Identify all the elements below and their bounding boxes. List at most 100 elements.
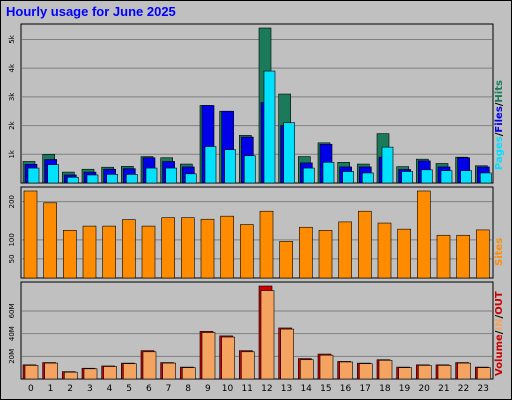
bar-sites xyxy=(476,229,490,279)
bar-pages xyxy=(283,122,295,184)
bar-in xyxy=(378,359,393,380)
y-tick-label: 100 xyxy=(8,233,16,246)
bar-pages xyxy=(27,167,40,184)
side-label-part: IN xyxy=(494,318,505,330)
y-tick-label: 5k xyxy=(8,34,16,43)
bar-in xyxy=(64,371,78,380)
x-tick-label: 0 xyxy=(28,384,34,394)
y-tick-label: 3k xyxy=(8,92,16,101)
bar-in xyxy=(83,368,98,380)
bar-sites xyxy=(220,215,234,279)
y-tick-label: 60M xyxy=(8,303,16,318)
x-tick-label: 22 xyxy=(458,384,469,394)
x-tick-label: 6 xyxy=(146,384,152,394)
x-tick-label: 5 xyxy=(126,384,132,394)
x-tick-label: 4 xyxy=(107,384,113,394)
side-label-part: Volume xyxy=(494,334,505,376)
bar-in xyxy=(339,361,353,380)
x-tick-label: 3 xyxy=(87,384,93,394)
bar-sites xyxy=(397,228,411,279)
x-tick-label: 2 xyxy=(67,384,73,394)
y-tick-label: 200 xyxy=(8,195,16,208)
x-tick-label: 9 xyxy=(205,384,211,394)
y-tick-label: 4k xyxy=(8,63,16,72)
side-label-part: Sites xyxy=(494,238,505,266)
x-tick-label: 16 xyxy=(340,384,352,394)
x-tick-label: 18 xyxy=(379,384,391,394)
bar-in xyxy=(260,290,275,380)
bar-sites xyxy=(23,190,38,279)
x-tick-label: 10 xyxy=(222,384,234,394)
bar-in xyxy=(201,332,216,380)
x-tick-label: 12 xyxy=(261,384,272,394)
bar-pages xyxy=(47,164,59,184)
side-label-bottom: Volume/IN/OUT xyxy=(494,291,505,376)
y-tick-label: 20M xyxy=(8,349,16,364)
bar-pages xyxy=(185,173,197,184)
bar-in xyxy=(142,351,157,380)
bar-pages xyxy=(67,176,79,184)
bar-sites xyxy=(63,230,77,279)
x-tick-label: 15 xyxy=(320,384,331,394)
bar-pages xyxy=(263,70,276,184)
bar-in xyxy=(477,367,491,380)
bar-sites xyxy=(181,217,195,279)
bar-pages xyxy=(126,174,138,184)
bar-pages xyxy=(303,167,315,184)
bar-pages xyxy=(145,167,158,184)
side-label-part: OUT xyxy=(494,291,505,315)
bar-in xyxy=(123,363,137,380)
bar-pages xyxy=(460,170,472,184)
bar-in xyxy=(437,365,452,380)
bar-in xyxy=(319,354,334,380)
bar-sites xyxy=(358,210,372,279)
bar-sites xyxy=(299,226,313,279)
bar-sites xyxy=(240,224,254,279)
bar-in xyxy=(182,367,196,380)
bar-pages xyxy=(362,172,374,184)
bar-sites xyxy=(259,210,274,279)
bar-pages xyxy=(224,149,236,184)
bar-pages xyxy=(244,155,256,184)
panel-bottom xyxy=(20,281,494,380)
bar-sites xyxy=(436,234,451,279)
chart-title: Hourly usage for June 2025 xyxy=(6,4,176,19)
x-tick-label: 7 xyxy=(166,384,172,394)
bar-in xyxy=(457,362,471,380)
bar-pages xyxy=(381,146,394,184)
bar-in xyxy=(280,328,294,380)
bar-pages xyxy=(342,171,354,184)
side-label-part: Pages xyxy=(494,136,505,170)
bar-sites xyxy=(200,218,215,279)
x-tick-label: 13 xyxy=(281,384,292,394)
side-label-middle: Sites xyxy=(494,238,505,266)
side-label-part: Files xyxy=(494,106,505,132)
panel-top xyxy=(20,23,494,184)
bar-in xyxy=(24,365,39,380)
bar-in xyxy=(359,363,373,380)
bar-pages xyxy=(86,174,99,184)
bar-sites xyxy=(82,225,97,279)
bar-sites xyxy=(377,222,392,279)
x-tick-label: 14 xyxy=(300,384,312,394)
bar-pages xyxy=(401,171,413,184)
bar-sites xyxy=(279,241,293,279)
bar-in xyxy=(398,367,412,380)
bar-in xyxy=(241,351,255,380)
side-label-top: Pages/Files/Hits xyxy=(494,80,505,170)
side-label-part: / xyxy=(494,102,505,106)
x-tick-label: 11 xyxy=(241,384,252,394)
bar-sites xyxy=(141,225,156,279)
side-label-part: / xyxy=(494,330,505,334)
side-label-part: / xyxy=(494,132,505,136)
bar-sites xyxy=(43,202,57,279)
bar-sites xyxy=(417,190,431,279)
bar-sites xyxy=(338,221,352,279)
bar-pages xyxy=(480,172,492,184)
y-tick-label: 40M xyxy=(8,326,16,341)
side-label-part: Hits xyxy=(494,80,505,103)
bar-in xyxy=(103,366,117,380)
x-tick-label: 20 xyxy=(418,384,430,394)
bar-sites xyxy=(456,234,470,279)
